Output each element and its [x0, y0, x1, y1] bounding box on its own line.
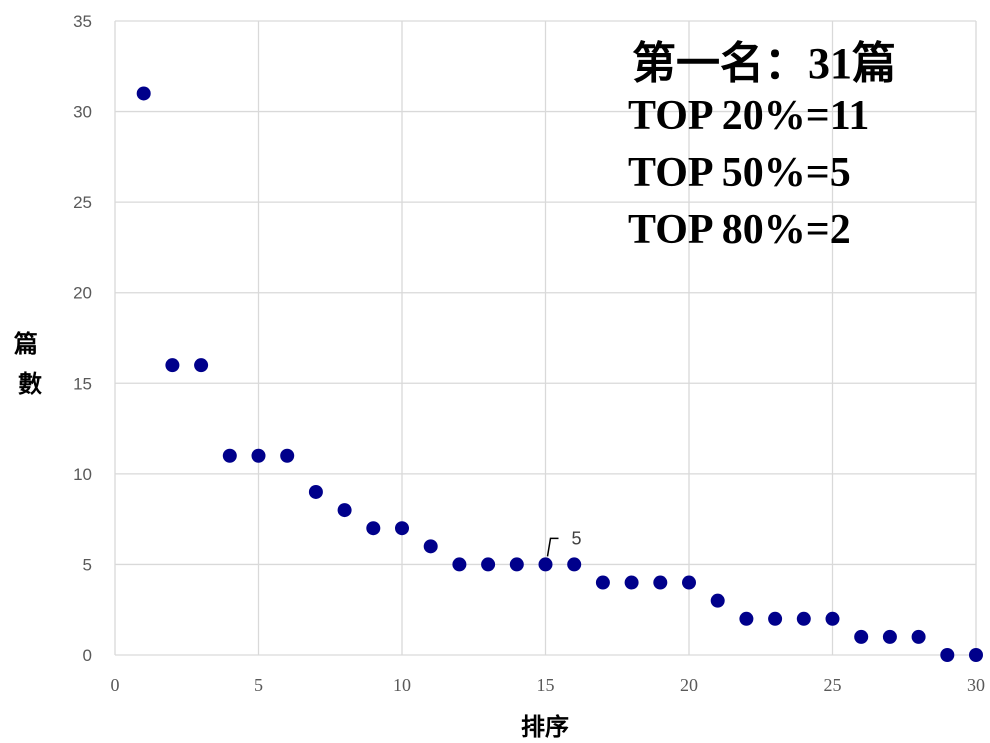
data-point — [710, 593, 725, 608]
data-point — [423, 539, 438, 554]
y-axis-title-char-2: 數 — [18, 369, 42, 398]
y-tick-label: 15 — [73, 374, 92, 393]
y-tick-label: 5 — [83, 555, 92, 574]
x-axis-ticks: 0 5 10 15 20 25 30 — [111, 675, 986, 695]
x-tick-label: 5 — [254, 675, 263, 695]
data-point — [308, 484, 323, 499]
y-tick-label: 30 — [73, 103, 92, 122]
data-point — [739, 611, 754, 626]
y-tick-label: 20 — [73, 284, 92, 303]
annotation-box: 第一名：31篇 TOP 20%=11 TOP 50%=5 TOP 80%=2 — [628, 39, 896, 253]
annotation-top80: TOP 80%=2 — [628, 207, 851, 253]
x-tick-label: 15 — [537, 675, 555, 695]
grid-lines — [114, 20, 977, 656]
y-tick-label: 10 — [73, 465, 92, 484]
y-tick-label: 0 — [83, 646, 92, 665]
data-point — [940, 648, 955, 662]
x-tick-label: 10 — [393, 675, 411, 695]
data-point — [969, 648, 983, 662]
x-tick-label: 20 — [680, 675, 698, 695]
data-point — [481, 557, 496, 572]
x-tick-label: 25 — [824, 675, 842, 695]
data-point — [567, 557, 582, 572]
data-point — [251, 448, 266, 463]
data-point — [682, 575, 696, 590]
data-labels: 5 — [546, 528, 582, 557]
data-point — [136, 86, 151, 101]
data-point — [337, 503, 352, 518]
data-label-leader-line — [546, 537, 559, 557]
data-point — [854, 629, 869, 644]
y-tick-label: 35 — [73, 12, 92, 31]
annotation-rank-one: 第一名：31篇 — [632, 39, 896, 88]
data-point — [165, 358, 180, 373]
data-points — [136, 86, 983, 662]
data-point — [395, 521, 409, 536]
data-point — [452, 557, 467, 572]
data-point — [509, 557, 524, 572]
data-point — [768, 611, 783, 626]
data-point — [911, 629, 926, 644]
annotation-top20: TOP 20%=11 — [628, 93, 869, 139]
data-point — [595, 575, 610, 590]
y-tick-label: 25 — [73, 193, 92, 212]
data-point — [538, 557, 553, 572]
data-point — [825, 611, 840, 626]
annotation-top50: TOP 50%=5 — [628, 150, 851, 196]
data-point — [624, 575, 639, 590]
y-axis-title-char-1: 篇 — [14, 329, 38, 358]
data-point — [882, 629, 897, 644]
x-tick-label: 0 — [111, 675, 120, 695]
y-axis-title: 篇 數 — [14, 329, 46, 398]
data-point — [194, 358, 209, 373]
data-label: 5 — [572, 528, 582, 548]
x-axis-title: 排序 — [521, 712, 569, 741]
x-tick-label: 30 — [967, 675, 985, 695]
data-point — [366, 521, 381, 536]
data-point — [796, 611, 811, 626]
data-point — [280, 448, 295, 463]
y-axis-ticks: 0 5 10 15 20 25 30 35 — [73, 12, 92, 665]
data-point — [653, 575, 668, 590]
data-point — [222, 448, 237, 463]
